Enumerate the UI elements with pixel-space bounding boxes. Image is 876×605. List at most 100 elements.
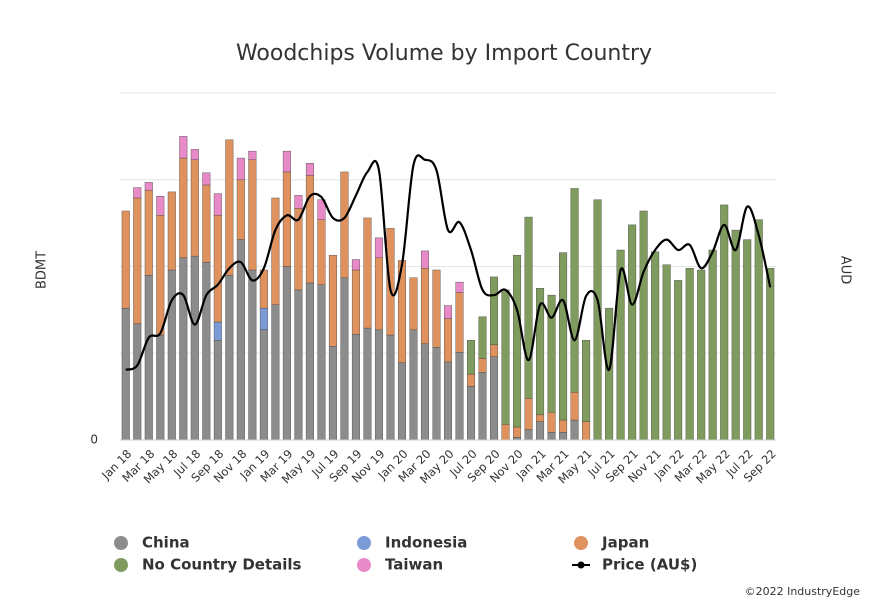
bar-segment (259, 307, 268, 331)
bar-segment (351, 333, 360, 441)
bar-segment (374, 329, 383, 441)
legend-label: No Country Details (142, 556, 302, 574)
bar-segment (524, 398, 533, 430)
bar-segment (133, 197, 142, 324)
bar-segment (328, 255, 337, 347)
bar-segment (305, 175, 314, 284)
y-axis-label: BDMT (35, 251, 50, 289)
bar-segment (720, 204, 729, 441)
bar-segment (432, 269, 441, 348)
bar-segment (328, 346, 337, 441)
bar-segment (570, 419, 579, 441)
legend-label: Japan (601, 534, 649, 552)
bar-segment (213, 193, 222, 216)
bar-segment (478, 358, 487, 373)
bar-segment (582, 421, 591, 441)
bar-segment (121, 210, 130, 309)
bar-segment (754, 219, 763, 441)
bar-segment (213, 215, 222, 323)
legend-label: China (142, 534, 190, 552)
bar-segment (501, 289, 510, 425)
bar-segment (351, 269, 360, 335)
bar-segment (513, 255, 522, 428)
bar-segment (570, 188, 579, 393)
bar-segment (374, 257, 383, 331)
bar-segment (259, 329, 268, 441)
bar-segment (420, 343, 429, 441)
legend-label: Taiwan (385, 556, 443, 574)
bar-segment (317, 284, 326, 441)
bar-segment (697, 269, 706, 441)
bar-segment (225, 274, 234, 441)
bar-segment (743, 239, 752, 441)
bar-segment (467, 340, 476, 375)
bar-segment (190, 149, 199, 160)
bar-segment (144, 189, 153, 276)
bar-segment (501, 424, 510, 441)
bar-segment (582, 340, 591, 422)
bar-segment (444, 318, 452, 363)
bar-segment (156, 334, 165, 441)
bar-segment (225, 139, 234, 276)
bar-segment (282, 266, 291, 441)
bar-segment (444, 361, 452, 441)
bar-segment (190, 255, 199, 441)
bar-segment (524, 429, 533, 441)
bar-segment (674, 280, 683, 441)
bar-segment (536, 414, 545, 422)
bar-segment (236, 239, 245, 441)
bar-segment (248, 150, 257, 160)
bar-segment (524, 216, 533, 399)
bar-segment (547, 294, 556, 413)
bar-segment (282, 171, 291, 267)
bar-segment (708, 249, 717, 441)
bar-segment (559, 419, 568, 433)
bar-segment (536, 287, 545, 416)
bar-segment (202, 184, 211, 263)
bar-segment (490, 356, 499, 441)
bar-segment (547, 412, 556, 433)
bar-segment (317, 199, 326, 220)
bar-segment (467, 373, 476, 387)
bar-segment (236, 157, 245, 180)
bar-segment (202, 172, 211, 186)
bar-segment (420, 250, 429, 269)
bar-segment (340, 171, 349, 278)
bar-segment (420, 268, 429, 344)
bar-segment (513, 426, 522, 438)
bar-segment (662, 264, 671, 441)
chart-title: Woodchips Volume by Import Country (236, 41, 652, 66)
footer: ©2022 IndustryEdge (745, 585, 861, 598)
bar-segment (467, 386, 476, 441)
bar-segment (547, 431, 556, 441)
bar-segment (202, 261, 211, 441)
bar-segment (490, 344, 499, 357)
bar-segment (570, 392, 579, 421)
legend-marker (574, 536, 588, 550)
bar-segment (455, 281, 464, 293)
bar-segment (144, 182, 153, 191)
bar-segment (156, 196, 165, 216)
bar-segment (386, 334, 395, 441)
bar-segment (248, 159, 257, 271)
bar-segment (144, 274, 153, 441)
legend-marker (577, 561, 585, 569)
legend-marker (114, 536, 128, 550)
bar-segment (271, 304, 280, 441)
price-line (125, 154, 772, 371)
bar-segment (133, 187, 142, 199)
bar-segment (478, 316, 487, 359)
bar-segment (156, 215, 165, 336)
bar-segment (685, 268, 694, 441)
legend-marker (114, 558, 128, 572)
bar-segment (490, 276, 499, 345)
bar-segment (351, 259, 360, 271)
bar-segment (536, 421, 545, 441)
bar-segment (559, 431, 568, 441)
bar-segment (179, 157, 188, 259)
y-tick-label: 0 (90, 433, 98, 447)
bar-segment (167, 191, 176, 271)
bar-segment (213, 321, 222, 341)
bar-segment (271, 197, 280, 305)
